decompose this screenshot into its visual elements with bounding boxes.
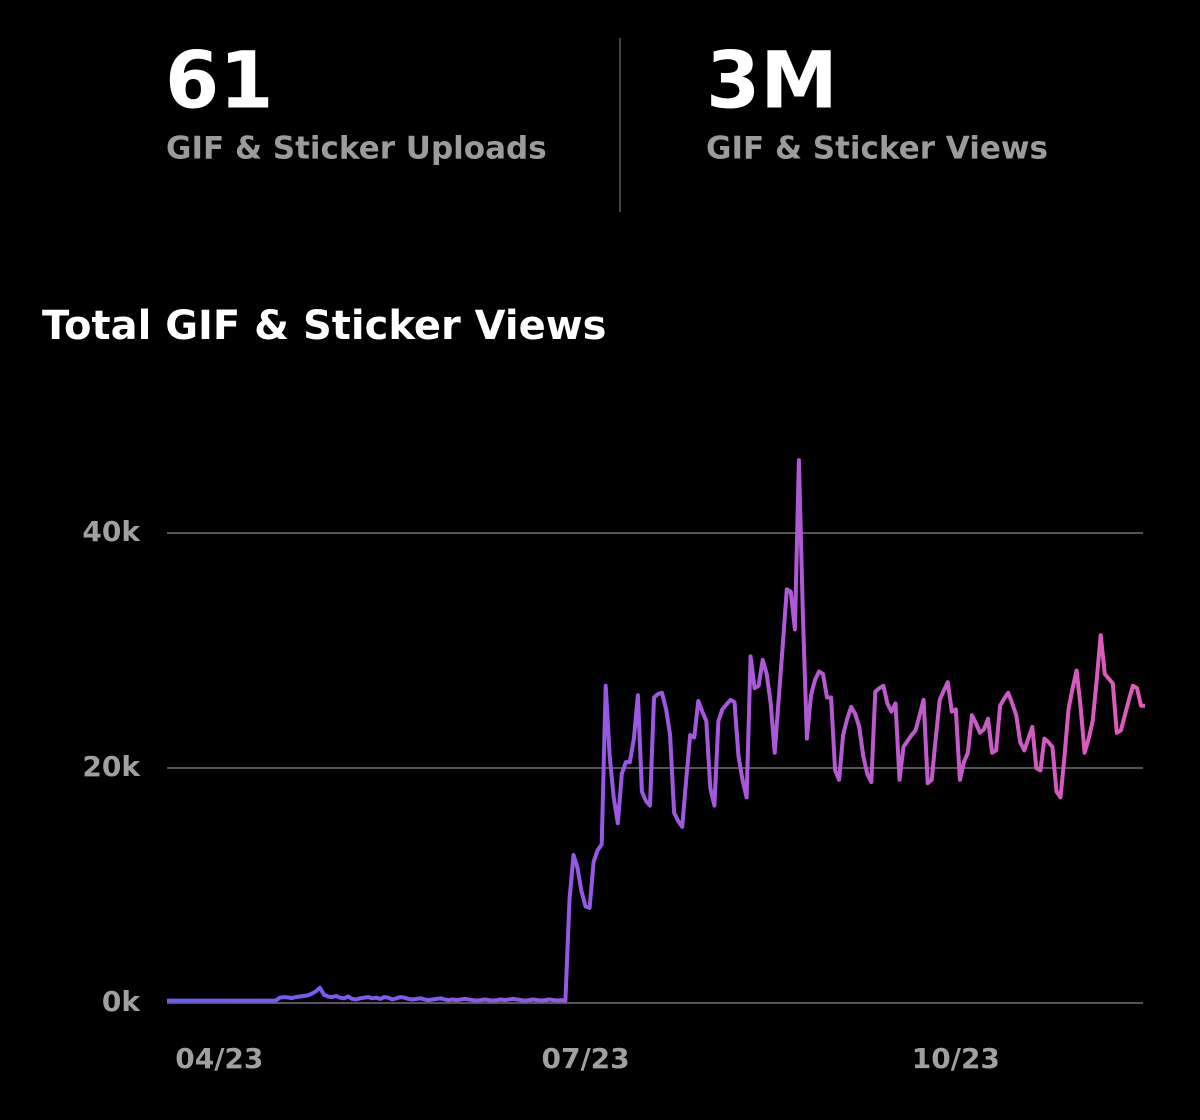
line <box>167 458 1145 1003</box>
x-tick-label: 10/23 <box>912 1042 1000 1075</box>
stat-value: 61 <box>165 36 274 126</box>
x-tick-label: 07/23 <box>541 1042 629 1075</box>
stat-value: 3M <box>706 36 838 126</box>
y-tick-label: 0k <box>102 985 141 1018</box>
stat-label: GIF & Sticker Views <box>706 131 1048 167</box>
stat-label: GIF & Sticker Uploads <box>166 131 547 167</box>
x-tick-label: 04/23 <box>175 1042 263 1075</box>
y-tick-label: 40k <box>82 515 141 548</box>
chart-title: Total GIF & Sticker Views <box>42 303 607 349</box>
y-tick-label: 20k <box>82 750 141 783</box>
